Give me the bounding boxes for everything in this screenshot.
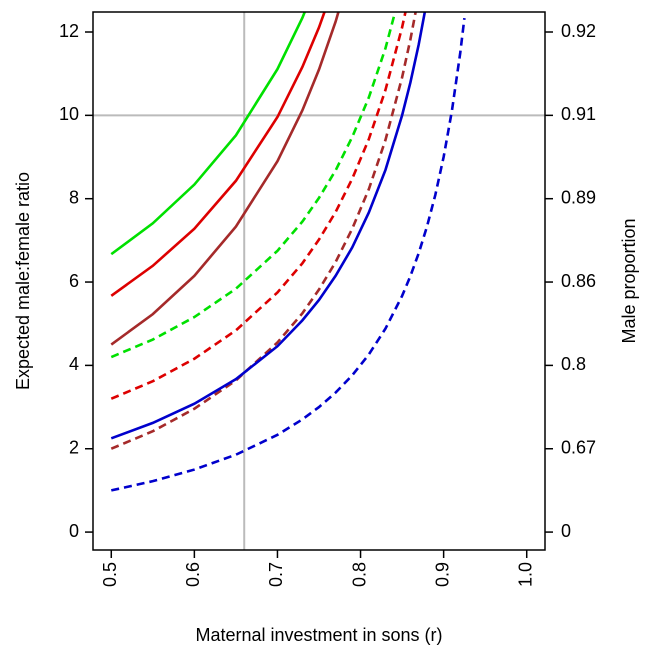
x-tick-label: 0.5: [100, 562, 120, 587]
y2-tick-label: 0.86: [561, 271, 596, 291]
plot-area: [93, 12, 545, 550]
y2-tick-label: 0.92: [561, 21, 596, 41]
y2-tick-label: 0: [561, 521, 571, 541]
series-line: [110, 12, 397, 359]
y-tick-label: 0: [69, 521, 79, 541]
y2-tick-label: 0.67: [561, 437, 596, 457]
y-tick-label: 8: [69, 187, 79, 207]
series-line: [110, 12, 307, 256]
series-line: [110, 12, 407, 400]
series-line: [110, 17, 466, 492]
plot-frame: [92, 11, 546, 551]
y-tick-label: 12: [59, 21, 79, 41]
x-tick-label: 1.0: [515, 562, 535, 587]
x-tick-label: 0.9: [432, 562, 452, 587]
x-tick-label: 0.7: [266, 562, 286, 587]
series-line: [110, 12, 427, 440]
y2-tick-label: 0.8: [561, 354, 586, 374]
y2-tick-label: 0.89: [561, 187, 596, 207]
series-line: [110, 12, 417, 450]
y2-axis-label: Male proportion: [619, 218, 639, 343]
y-tick-label: 2: [69, 437, 79, 457]
x-axis-label: Maternal investment in sons (r): [195, 625, 442, 645]
x-tick-label: 0.8: [349, 562, 369, 587]
series-line: [110, 12, 326, 297]
y2-tick-label: 0.91: [561, 104, 596, 124]
series-line: [110, 12, 340, 346]
y-axis-label: Expected male:female ratio: [13, 172, 33, 390]
x-tick-label: 0.6: [183, 562, 203, 587]
y-tick-label: 6: [69, 271, 79, 291]
y-tick-label: 4: [69, 354, 79, 374]
y-tick-label: 10: [59, 104, 79, 124]
